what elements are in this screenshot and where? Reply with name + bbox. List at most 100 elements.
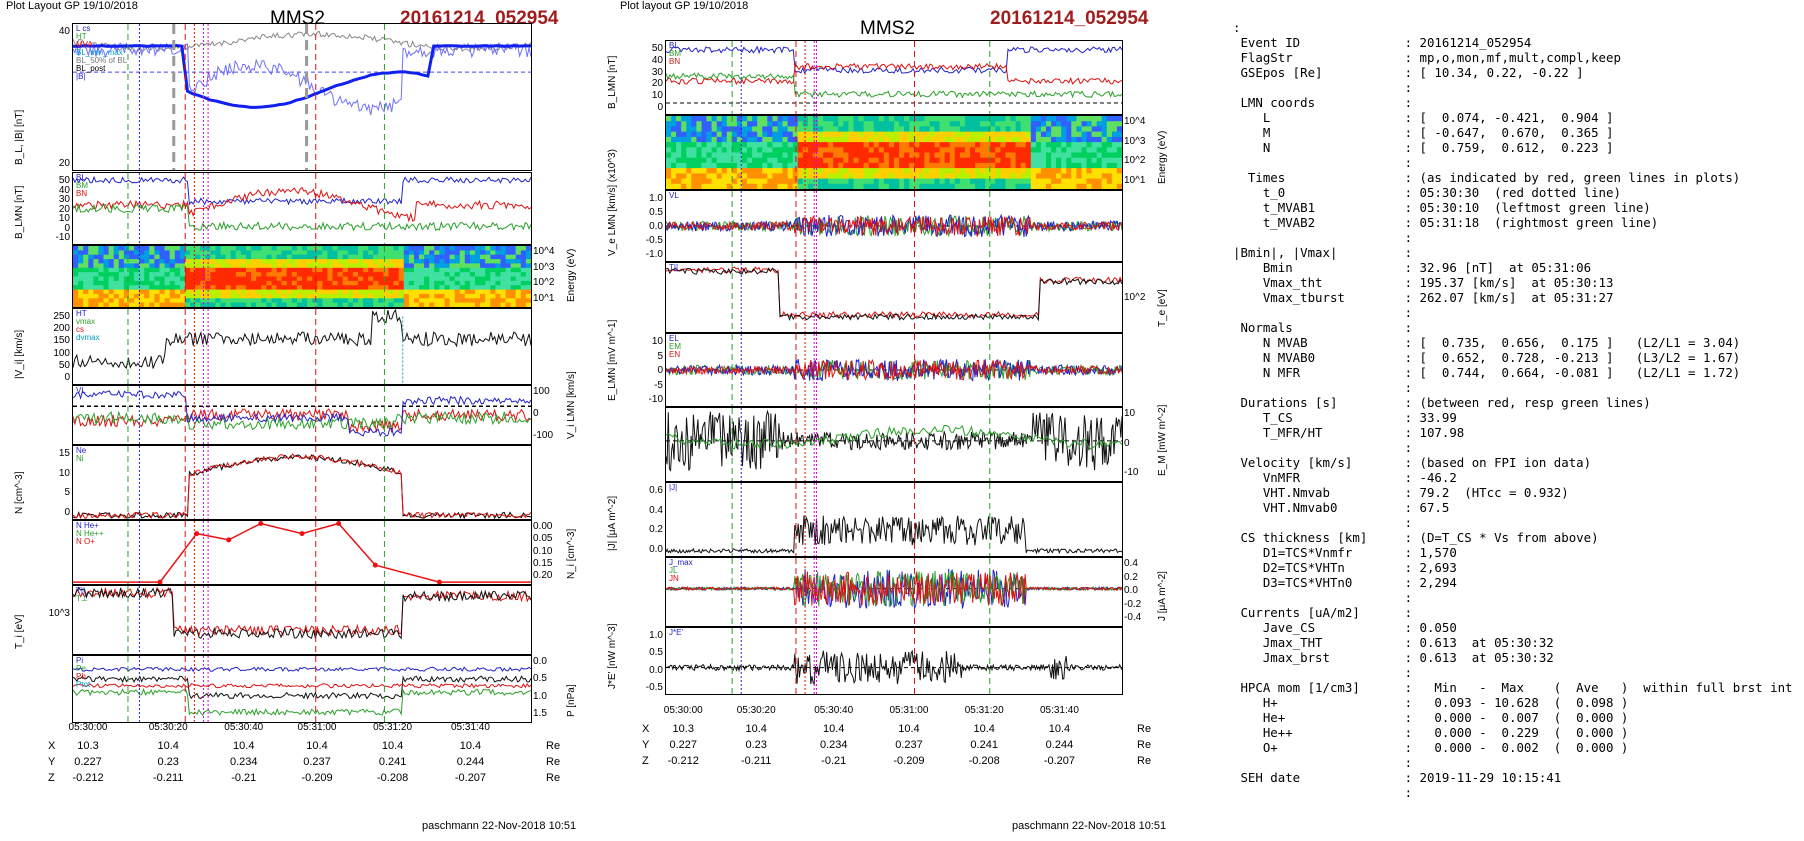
left-panel-8-plot: [73, 586, 531, 654]
coord-value: 10.3: [77, 740, 99, 752]
right-panel-9-ytick: 1.0: [649, 630, 663, 641]
info-line: |Bmin|, |Vmax| :: [1233, 245, 1413, 260]
left-panel-2-ytick: 20: [58, 203, 70, 215]
info-line: He+ : 0.000 - 0.007 ( 0.000 ): [1233, 710, 1629, 725]
right-panel-7-ytick: 0.0: [649, 544, 663, 555]
left-panel-7: [72, 520, 532, 585]
left-panel-2-ytick: 30: [58, 194, 70, 205]
right-panel-8-ytick-right: -0.2: [1124, 598, 1142, 610]
right-panel-8-legend-item: JL: [669, 566, 678, 575]
left-panel-2-legend-item: BN: [76, 189, 88, 198]
info-line: N MVAB0 : [ 0.652, 0.728, -0.213 ] (L3/L…: [1233, 350, 1741, 365]
coord-value: 10.4: [1048, 723, 1071, 735]
info-line: T_CS : 33.99: [1233, 410, 1457, 425]
info-line: He++ : 0.000 - 0.229 ( 0.000 ): [1233, 725, 1629, 740]
left-panel-7-ytick-right: 0.15: [533, 557, 553, 569]
right-panel-1-legend-item: BL: [669, 41, 679, 50]
left-panel-3-ytick-right: 10^3: [533, 261, 555, 273]
right-panel-9-ylabel: J*E' [nW m^-3]: [607, 623, 618, 690]
right-panel-4-legend-item: T||: [669, 263, 679, 272]
coord-value: 0.244: [456, 756, 485, 768]
right-panel-3-ytick: 0.5: [649, 207, 663, 218]
left-panel-1-ytick: 40: [58, 26, 70, 37]
coord-value: -0.212: [72, 772, 104, 784]
left-panel-4: [72, 308, 532, 385]
info-line: :: [1233, 80, 1413, 95]
left-panel-4-ytick: 150: [53, 335, 70, 347]
left-panel-4-ylabel: |V_i| [km/s]: [14, 329, 25, 379]
right-panel-3-legend-item: VL: [669, 191, 679, 200]
right-panel-1-ytick: 40: [651, 54, 663, 66]
right-panel-5-legend-item: EL: [669, 334, 679, 343]
info-line: D3=TCS*VHTn0 : 2,294: [1233, 575, 1457, 590]
left-panel-4-legend-item: dvmax: [76, 333, 100, 342]
left-panel-3-ylabel-right: Energy (eV): [566, 248, 577, 302]
left-panel-3-ytick-right: 10^2: [533, 277, 555, 289]
left-panel-2-legend-item: BM: [76, 181, 88, 190]
left-panel-1-ylabel: B_L, |B| [nT]: [14, 109, 25, 165]
info-line: :: [1233, 590, 1413, 605]
x-tick-label: 05:31:20: [373, 722, 413, 733]
right-panel-8-legend-item: J_max: [669, 558, 693, 567]
left-panel-6-ytick: 5: [64, 487, 70, 499]
left-panel-6-ylabel: N [cm^-3]: [14, 471, 25, 514]
info-line: :: [1233, 380, 1413, 395]
left-panel-4-legend-item: HT: [76, 309, 87, 318]
info-line: Bmin : 32.96 [nT] at 05:31:06: [1233, 260, 1592, 275]
x-tick-label: 05:31:00: [889, 705, 929, 716]
left-panel-3-ytick-right: 10^1: [533, 293, 555, 304]
left-panel-9-ytick-right: 1.5: [533, 708, 547, 719]
coord-value: 0.234: [819, 739, 848, 751]
x-tick-label: 05:30:00: [663, 705, 703, 716]
right-panel-1-ytick: 10: [651, 90, 663, 102]
left-panel-6-ytick: 0: [64, 507, 70, 518]
x-tick-label: 05:30:40: [814, 705, 854, 716]
left-panel-7-ylabel-right: N_i [cm^-3]: [566, 528, 577, 579]
left-panel-2-plot: [73, 173, 531, 244]
coord-value: 0.23: [157, 756, 179, 768]
coord-value: -0.212: [667, 755, 699, 767]
coord-row-label: Y: [642, 739, 650, 751]
right-panel-2: [665, 115, 1123, 190]
x-tick-label: 05:30:00: [68, 722, 108, 733]
coord-value: 0.23: [745, 739, 767, 751]
right-panel-5-ytick: 5: [657, 350, 663, 362]
left-panel-2-ytick: 10: [58, 213, 70, 224]
coord-value: 10.4: [157, 740, 179, 752]
right-panel-6-ylabel-right: E_M [mW m^-2]: [1157, 404, 1168, 476]
right-panel-2-plot: [666, 116, 1122, 189]
coord-value: 10.4: [459, 740, 482, 752]
info-line: Event ID : 20161214_052954: [1233, 35, 1532, 50]
info-line: HPCA mom [1/cm3] : Min - Max ( Ave ) wit…: [1233, 680, 1793, 695]
right-panel-9-ytick: 0.5: [649, 647, 663, 659]
info-line: L : [ 0.074, -0.421, 0.904 ]: [1233, 110, 1614, 125]
coord-value: 10.3: [672, 723, 694, 735]
right-panel-6: [665, 407, 1123, 482]
right-panel-9-ytick: 0.0: [649, 664, 663, 676]
left-panel-8-legend-item: T||: [76, 586, 86, 595]
x-tick-label: 05:30:20: [736, 705, 776, 716]
info-line: :: [1233, 785, 1413, 800]
right-panel-8-ytick-right: -0.4: [1124, 612, 1142, 623]
right-panel-3-ytick: 1.0: [649, 193, 663, 204]
left-panel-5-ytick-right: 100: [533, 386, 550, 397]
left-panel-4-legend-item: cs: [76, 325, 84, 334]
coord-value: -0.209: [301, 772, 333, 784]
left-panel-1-legend-item: |B|: [76, 72, 86, 81]
right-panel-7-ytick: 0.2: [649, 524, 663, 536]
left-panel-7-ytick-right: 0.10: [533, 545, 553, 557]
left-panel-8-legend-item: T⊥: [76, 594, 88, 603]
info-line: Jmax_THT : 0.613 at 05:30:32: [1233, 635, 1554, 650]
info-line: GSEpos [Re] : [ 10.34, 0.22, -0.22 ]: [1233, 65, 1584, 80]
left-panel-6-ytick: 10: [58, 467, 70, 479]
left-panel-4-ytick: 0: [64, 372, 70, 383]
right-panel-3-ytick: -1.0: [645, 249, 663, 260]
left-panel-4-ytick: 100: [53, 347, 70, 359]
coord-unit: Re: [546, 756, 561, 768]
left-panel-6-legend-item: Ni: [76, 454, 84, 463]
coord-unit: Re: [546, 772, 561, 784]
info-line: D1=TCS*Vnmfr : 1,570: [1233, 545, 1457, 560]
coord-value: 0.241: [378, 756, 407, 768]
left-panel-9: [72, 655, 532, 723]
left-panel-8: [72, 585, 532, 655]
